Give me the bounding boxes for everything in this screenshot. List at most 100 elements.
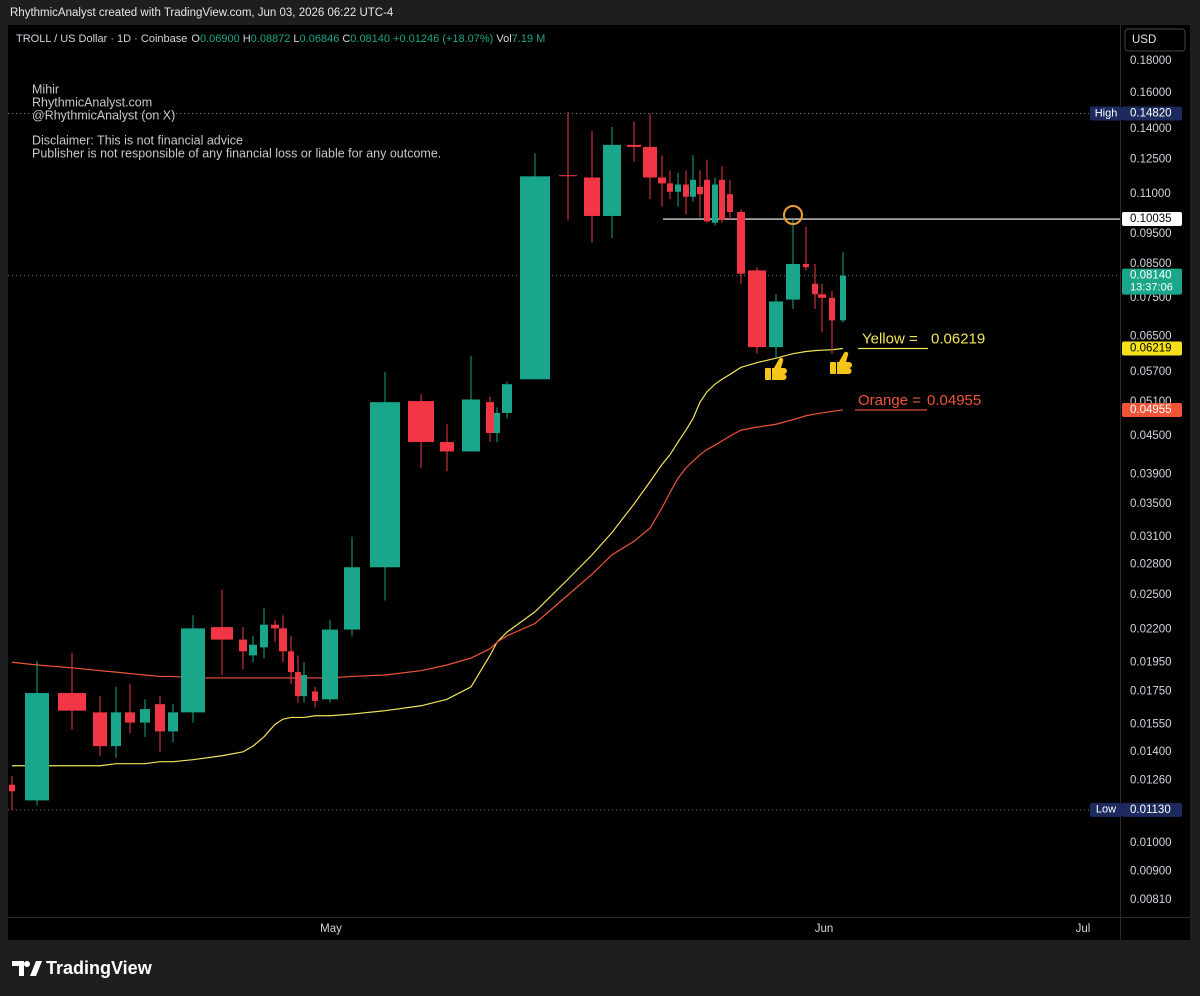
x-tick-label: Jul [1076,923,1091,935]
note: @RhythmicAnalyst (on X) [32,108,175,122]
candle-body [140,709,150,723]
candle-body [502,384,512,413]
candle-body [675,184,681,192]
candle-body [603,144,621,216]
unit-box [1124,28,1186,52]
y-tick-label: 0.05700 [1130,366,1172,378]
candle-body [683,184,689,197]
price-label: 0.14820 [1130,108,1172,120]
brand-logo [12,960,42,976]
candle-body [279,628,287,652]
price-label: 0.08140 [1130,270,1172,282]
candle-body [260,624,268,648]
candle-body [584,177,600,216]
y-tick-label: 0.02800 [1130,558,1172,570]
annotation-text: Orange = [858,392,921,409]
candle-body [769,301,783,348]
note: RhythmicAnalyst.com [32,95,152,109]
candle-body [627,144,641,147]
price-tag: Low [1096,804,1116,816]
candle-body [125,712,135,723]
annotation-text: Yellow = [862,330,918,347]
brand: TradingView [46,958,153,978]
price-label: 0.10035 [1130,213,1172,225]
candle-body [111,712,121,747]
candle-body [520,176,550,380]
y-tick-label: 0.01550 [1130,718,1172,730]
price-label: 0.04955 [1130,404,1172,416]
x-tick-label: May [320,923,342,935]
y-tick-label: 0.03100 [1130,531,1172,543]
price-label-sub: 13:37:06 [1130,282,1173,294]
candle-body [812,283,818,295]
y-tick-label: 0.02500 [1130,589,1172,601]
y-tick-label: 0.18000 [1130,55,1172,67]
candle-body [712,184,718,223]
plot: Yellow = 0.06219 Orange = 0.04955 [8,112,1120,811]
candle-body [408,401,434,443]
candle-body [643,146,657,178]
chart-panel [8,25,1190,940]
candle-body [559,175,577,177]
candle-body [155,704,165,732]
candle-body [494,412,500,434]
candle-body [440,442,454,452]
y-tick-label: 0.00810 [1130,894,1172,906]
candle-body [658,177,666,184]
candle-body [486,402,494,434]
y-tick-label: 0.14000 [1130,123,1172,135]
x-tick-label: Jun [815,923,834,935]
y-tick-label: 0.00900 [1130,865,1172,877]
candle-body [803,263,809,268]
y-tick-label: 0.02200 [1130,624,1172,636]
candle-body [690,179,696,197]
thumbs-icon [765,357,787,381]
candle-body [737,211,745,274]
note: Publisher is not responsible of any fina… [32,146,441,160]
candle-body [93,712,107,747]
price-tag-box [1090,106,1122,121]
price-label-box [1122,402,1182,417]
y-tick-label: 0.01950 [1130,656,1172,668]
candle-body [719,179,725,220]
candle-body [727,194,733,212]
y-tick-label: 0.03500 [1130,498,1172,510]
note: Disclaimer: This is not financial advice [32,133,243,147]
price-label: 0.01130 [1130,804,1171,816]
legend-value: 0.08140 [350,33,390,45]
candle-body [25,693,49,801]
highlight-circle [783,205,803,225]
watermark: RhythmicAnalyst created with TradingView… [10,7,394,19]
candle-body [58,693,86,711]
y-tick-label: 0.06500 [1130,331,1172,343]
y-tick-label: 0.01400 [1130,746,1172,758]
candle-body [211,627,233,640]
legend-value: 0.08872 [251,33,291,45]
y-tick-label: 0.01750 [1130,686,1172,698]
candle-body [168,712,178,732]
price-tag: High [1095,107,1118,119]
thumbs-icon [830,351,852,375]
y-tick-label: 0.01000 [1130,837,1172,849]
legend: TROLL / US Dollar · 1D · Coinbase O0.0690… [16,33,545,45]
legend-key: H [243,33,251,45]
note: Mihir [32,82,59,96]
y-tick-label: 0.12500 [1130,154,1172,166]
y-tick-label: 0.09500 [1130,228,1172,240]
price-label: 0.06219 [1130,343,1172,355]
axis-unit: USD [1132,34,1156,46]
legend-value: 0.06900 [200,33,240,45]
legend-key: Vol [496,33,511,45]
legend-key: L [293,33,299,45]
candle-body [840,275,846,321]
candle-body [704,179,710,222]
candle-body [462,399,480,452]
legend-title: TROLL / US Dollar · 1D · Coinbase [16,33,187,45]
notes: MihirRhythmicAnalyst.com@RhythmicAnalyst… [32,82,441,160]
candle-body [288,651,294,673]
y-tick-label: 0.01260 [1130,774,1172,786]
price-label-box [1122,212,1182,227]
legend-value: 0.06846 [300,33,340,45]
candle-body [239,639,247,652]
